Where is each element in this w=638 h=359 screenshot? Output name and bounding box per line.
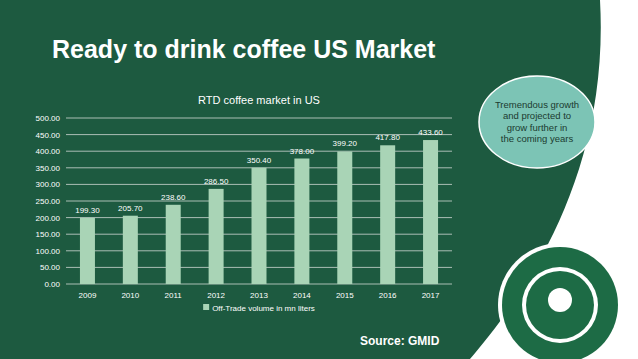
bar xyxy=(294,159,309,284)
y-tick-label: 500.00 xyxy=(36,114,61,123)
data-label: 286.50 xyxy=(204,177,229,186)
y-tick-label: 250.00 xyxy=(36,197,61,206)
bar xyxy=(209,189,224,284)
background xyxy=(0,0,638,359)
y-tick-label: 0.00 xyxy=(44,280,60,289)
x-tick-label: 2011 xyxy=(165,291,183,300)
logo-outer xyxy=(502,247,618,359)
logo-ring xyxy=(498,243,622,359)
legend-label: Off-Trade volume in mn liters xyxy=(212,304,315,313)
legend: Off-Trade volume in mn liters xyxy=(203,304,315,313)
x-tick-label: 2012 xyxy=(207,291,225,300)
y-tick-label: 450.00 xyxy=(36,131,61,140)
logo xyxy=(498,243,622,359)
legend-swatch xyxy=(203,304,209,310)
x-tick-label: 2013 xyxy=(250,291,268,300)
y-tick-label: 350.00 xyxy=(36,164,61,173)
slide: Ready to drink coffee US Market RTD coffe… xyxy=(0,0,638,359)
bar xyxy=(337,151,352,284)
y-tick-label: 400.00 xyxy=(36,147,61,156)
logo-inner-ring xyxy=(522,267,598,343)
y-tick-label: 200.00 xyxy=(36,214,61,223)
data-label: 399.20 xyxy=(333,139,358,148)
y-tick-label: 150.00 xyxy=(36,230,61,239)
data-label: 378.00 xyxy=(290,147,315,156)
logo-face xyxy=(548,288,572,312)
x-tick-label: 2009 xyxy=(79,291,97,300)
bar xyxy=(252,168,267,284)
source: Source: GMID xyxy=(360,334,440,348)
bars xyxy=(80,140,438,284)
x-tick-label: 2015 xyxy=(336,291,354,300)
bar xyxy=(80,218,95,284)
data-label: 417.80 xyxy=(375,133,400,142)
data-label: 350.40 xyxy=(247,156,272,165)
data-label: 205.70 xyxy=(118,204,143,213)
x-tick-label: 2017 xyxy=(422,291,440,300)
y-axis: 0.00 50.00 100.00 150.00 200.00 250.00 300.00 3… xyxy=(36,114,452,289)
bar xyxy=(380,145,395,284)
data-label: 433.60 xyxy=(418,128,443,137)
bar xyxy=(123,216,138,284)
logo-inner xyxy=(526,271,594,339)
x-tick-label: 2010 xyxy=(121,291,139,300)
callout-shape xyxy=(479,76,595,168)
callout-text: Tremendous growthand projected togrow fu… xyxy=(495,99,579,145)
chart-title: RTD coffee market in US xyxy=(198,94,320,106)
x-tick-label: 2014 xyxy=(293,291,311,300)
y-tick-label: 50.00 xyxy=(40,263,61,272)
slide-title: Ready to drink coffee US Market xyxy=(52,35,436,63)
grid-line xyxy=(66,118,452,119)
x-tick-label: 2016 xyxy=(379,291,397,300)
data-label: 238.60 xyxy=(161,193,186,202)
y-tick-label: 100.00 xyxy=(36,247,61,256)
bar xyxy=(166,205,181,284)
callout: Tremendous growthand projected togrow fu… xyxy=(479,76,595,168)
bar xyxy=(423,140,438,284)
y-tick-label: 300.00 xyxy=(36,180,61,189)
data-label: 199.30 xyxy=(75,206,100,215)
